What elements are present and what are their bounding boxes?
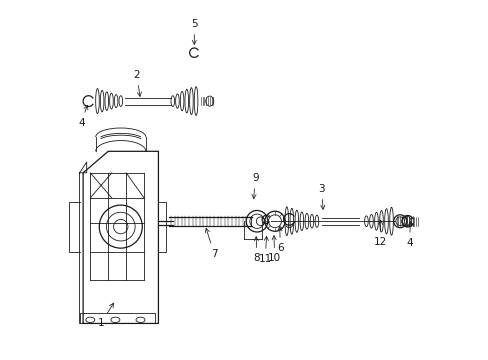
Text: 6: 6	[277, 227, 283, 253]
Text: 2: 2	[133, 70, 141, 96]
Text: 1: 1	[98, 303, 113, 328]
Text: 9: 9	[251, 173, 258, 199]
Text: 11: 11	[258, 237, 271, 264]
Text: 4: 4	[406, 222, 412, 248]
Text: 7: 7	[205, 228, 217, 258]
Text: 3: 3	[318, 184, 324, 210]
Text: 12: 12	[373, 220, 386, 247]
Text: 10: 10	[267, 236, 281, 263]
Text: 5: 5	[191, 19, 197, 44]
Text: 8: 8	[253, 237, 260, 263]
Text: 4: 4	[78, 105, 88, 128]
